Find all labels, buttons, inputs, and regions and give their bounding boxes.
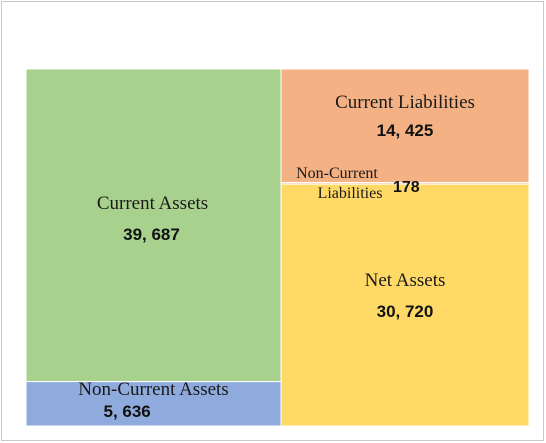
current-liabilities-label: Current Liabilities <box>335 92 475 113</box>
non-current-liabilities-label-line1: Non-Current <box>296 165 378 182</box>
non-current-assets-label: Non-Current Assets <box>78 379 228 400</box>
current-assets-label: Current Assets <box>97 193 208 214</box>
non-current-assets-block <box>25 381 282 427</box>
current-assets-value: 39, 687 <box>123 225 180 244</box>
net-assets-label: Net Assets <box>365 270 446 291</box>
non-current-liabilities-label-line2: Liabilities <box>318 185 383 202</box>
non-current-liabilities-value: 178 <box>393 179 420 196</box>
net-assets-block <box>280 183 530 427</box>
current-liabilities-block <box>280 68 530 184</box>
net-assets-value: 30, 720 <box>377 302 434 321</box>
non-current-assets-value: 5, 636 <box>104 402 151 421</box>
current-liabilities-value: 14, 425 <box>377 121 434 140</box>
current-assets-block <box>25 68 282 383</box>
